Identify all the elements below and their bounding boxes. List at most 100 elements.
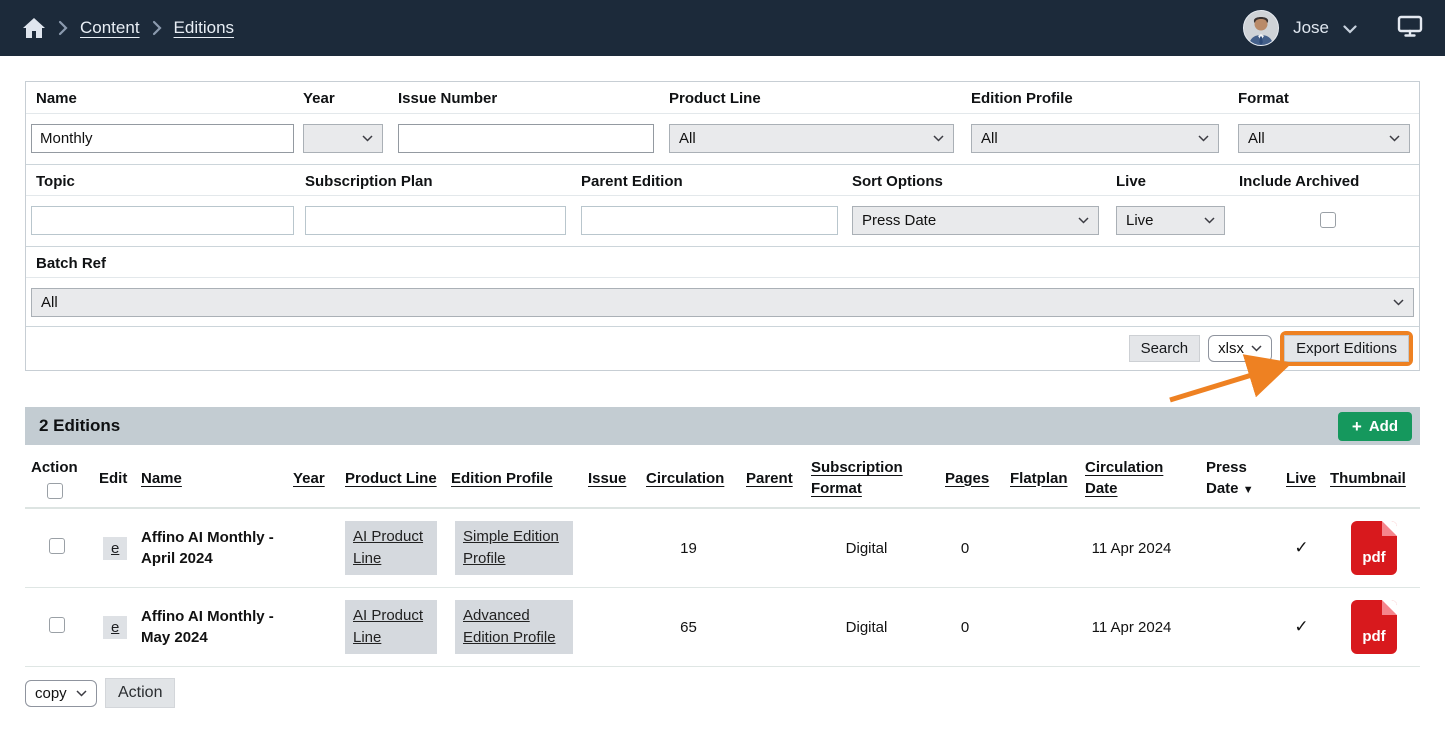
year-select[interactable] xyxy=(303,124,383,153)
editions-table: Action Edit Name Year Product Line Editi… xyxy=(25,449,1420,667)
live-check-icon: ✓ xyxy=(1294,617,1309,636)
home-icon[interactable] xyxy=(22,17,46,39)
column-product-line[interactable]: Product Line xyxy=(345,469,437,487)
add-button[interactable]: + Add xyxy=(1337,411,1412,441)
column-press-date-sorted[interactable]: Press Date ▼ xyxy=(1206,459,1254,497)
breadcrumb-link-editions[interactable]: Editions xyxy=(173,18,235,37)
annotation-highlight-box: Export Editions xyxy=(1280,331,1413,366)
filter-label-row-2: Topic Subscription Plan Parent Edition S… xyxy=(26,164,1419,196)
product-line-select[interactable]: All xyxy=(669,124,954,153)
table-header-row: Action Edit Name Year Product Line Editi… xyxy=(25,449,1420,509)
bulk-action-select[interactable]: copy xyxy=(25,679,97,707)
edition-subscription-format: Digital xyxy=(845,618,888,636)
pdf-thumbnail-icon[interactable]: pdf xyxy=(1351,521,1397,575)
name-input[interactable] xyxy=(31,124,294,153)
sort-options-label: Sort Options xyxy=(852,173,943,190)
edition-profile-link[interactable]: Advanced Edition Profile xyxy=(455,600,573,654)
top-navigation-bar: Content Editions Jose xyxy=(0,0,1445,56)
chevron-down-icon xyxy=(1393,299,1404,306)
user-avatar[interactable] xyxy=(1243,10,1280,46)
chevron-down-icon xyxy=(1198,135,1209,142)
chevron-right-icon xyxy=(152,20,162,36)
filter-field-row-1: All All All xyxy=(26,114,1419,164)
edition-profile-label: Edition Profile xyxy=(971,90,1073,107)
chevron-down-icon xyxy=(1204,217,1215,224)
chevron-down-icon xyxy=(1078,217,1089,224)
topic-input[interactable] xyxy=(31,206,294,235)
export-editions-button[interactable]: Export Editions xyxy=(1284,335,1409,362)
pdf-thumbnail-icon[interactable]: pdf xyxy=(1351,600,1397,654)
topbar-user-area: Jose xyxy=(1243,10,1423,46)
column-action: Action xyxy=(25,457,93,499)
include-archived-label: Include Archived xyxy=(1239,173,1360,190)
filter-label-row-1: Name Year Issue Number Product Line Edit… xyxy=(26,82,1419,114)
column-edition-profile[interactable]: Edition Profile xyxy=(451,469,553,487)
sort-descending-icon: ▼ xyxy=(1242,484,1254,496)
subscription-plan-label: Subscription Plan xyxy=(305,173,433,190)
column-subscription-format[interactable]: Subscription Format xyxy=(811,459,903,497)
edition-profile-link[interactable]: Simple Edition Profile xyxy=(455,521,573,575)
edition-pages: 0 xyxy=(960,539,970,557)
monitor-icon[interactable] xyxy=(1397,14,1423,43)
column-thumbnail[interactable]: Thumbnail xyxy=(1330,469,1406,487)
format-select[interactable]: All xyxy=(1238,124,1410,153)
product-line-link[interactable]: AI Product Line xyxy=(345,521,437,575)
edition-name: Affino AI Monthly - April 2024 xyxy=(141,529,274,567)
edit-link[interactable]: e xyxy=(103,615,128,639)
filter-field-row-3: All xyxy=(26,278,1419,326)
edit-link[interactable]: e xyxy=(103,536,128,560)
format-label: Format xyxy=(1238,90,1289,107)
column-parent[interactable]: Parent xyxy=(746,469,793,487)
batch-ref-label: Batch Ref xyxy=(36,255,107,272)
column-name[interactable]: Name xyxy=(141,469,182,487)
filter-panel: Name Year Issue Number Product Line Edit… xyxy=(25,81,1420,371)
issue-number-label: Issue Number xyxy=(398,90,498,107)
chevron-down-icon xyxy=(1251,345,1262,352)
row-checkbox[interactable] xyxy=(49,538,65,554)
filter-label-row-3: Batch Ref xyxy=(26,246,1419,278)
column-year[interactable]: Year xyxy=(293,469,325,487)
column-circulation[interactable]: Circulation xyxy=(646,469,725,487)
parent-edition-input[interactable] xyxy=(581,206,838,235)
results-header-bar: 2 Editions + Add xyxy=(25,407,1420,445)
table-row: e Affino AI Monthly - May 2024 AI Produc… xyxy=(25,588,1420,667)
chevron-down-icon xyxy=(933,135,944,142)
column-circulation-date[interactable]: Circulation Date xyxy=(1085,459,1164,497)
edition-pages: 0 xyxy=(960,618,970,636)
plus-icon: + xyxy=(1351,416,1362,436)
column-edit: Edit xyxy=(99,469,128,487)
select-all-checkbox[interactable] xyxy=(47,483,63,499)
column-flatplan[interactable]: Flatplan xyxy=(1010,469,1068,487)
column-issue[interactable]: Issue xyxy=(588,469,627,487)
parent-edition-label: Parent Edition xyxy=(581,173,683,190)
search-button[interactable]: Search xyxy=(1128,335,1201,362)
sort-options-select[interactable]: Press Date xyxy=(852,206,1099,235)
bulk-actions-footer: copy Action xyxy=(25,678,1420,708)
action-button[interactable]: Action xyxy=(105,678,176,708)
breadcrumb-link-content[interactable]: Content xyxy=(80,18,140,37)
user-name[interactable]: Jose xyxy=(1293,18,1329,37)
edition-circulation-date: 11 Apr 2024 xyxy=(1091,539,1172,557)
edition-name: Affino AI Monthly - May 2024 xyxy=(141,608,274,646)
year-label: Year xyxy=(303,90,335,107)
live-select[interactable]: Live xyxy=(1116,206,1225,235)
chevron-down-icon xyxy=(1389,135,1400,142)
live-label: Live xyxy=(1116,173,1147,190)
topic-label: Topic xyxy=(36,173,75,190)
export-format-select[interactable]: xlsx xyxy=(1208,335,1273,362)
row-checkbox[interactable] xyxy=(49,617,65,633)
breadcrumb: Content Editions xyxy=(22,17,234,39)
edition-profile-select[interactable]: All xyxy=(971,124,1219,153)
batch-ref-select[interactable]: All xyxy=(31,288,1414,317)
edition-subscription-format: Digital xyxy=(845,539,888,557)
column-pages[interactable]: Pages xyxy=(945,469,990,487)
column-live[interactable]: Live xyxy=(1286,469,1317,487)
issue-number-input[interactable] xyxy=(398,124,654,153)
subscription-plan-input[interactable] xyxy=(305,206,566,235)
product-line-link[interactable]: AI Product Line xyxy=(345,600,437,654)
include-archived-checkbox[interactable] xyxy=(1320,212,1336,228)
edition-circulation: 19 xyxy=(680,539,697,557)
chevron-down-icon[interactable] xyxy=(1343,23,1357,34)
chevron-down-icon xyxy=(362,135,373,142)
edition-circulation: 65 xyxy=(680,618,697,636)
